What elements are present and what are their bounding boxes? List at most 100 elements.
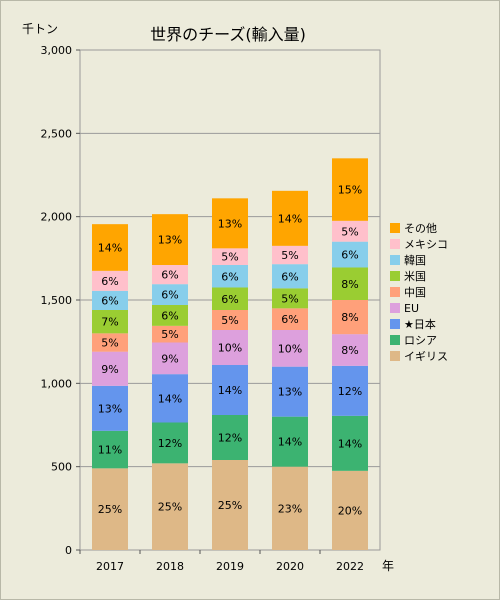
data-label: 10% [278,342,302,355]
data-label: 6% [221,270,238,283]
bar-segment [332,241,368,268]
data-label: 5% [341,225,358,238]
bar-segment [92,224,128,271]
y-axis-unit-label: 千トン [22,22,58,36]
bar-segment [332,158,368,221]
bar-segment [92,310,128,334]
bar-segment [212,198,248,249]
legend-label: イギリス [404,350,448,363]
legend-label: 米国 [404,270,426,283]
data-label: 6% [161,269,178,282]
bar-segment [92,290,128,310]
data-label: 9% [161,352,178,365]
data-label: 8% [341,344,358,357]
bar-segment [92,385,128,431]
bar-segment [92,430,128,469]
legend-swatch [390,351,400,361]
x-tick-label: 2018 [156,560,184,573]
data-label: 14% [338,437,362,450]
data-label: 12% [218,432,242,445]
bar-segment [212,287,248,310]
bar-segment [272,308,308,330]
chart-title: 世界のチーズ(輸入量) [150,25,306,44]
y-tick-label: 0 [65,544,72,557]
bar-segment [332,470,368,550]
bar-segment [92,333,128,352]
data-label: 6% [161,309,178,322]
bar-segment [332,300,368,335]
legend-label: 中国 [404,286,426,299]
legend-label: ★日本 [404,317,436,331]
data-label: 13% [218,217,242,230]
data-label: 6% [221,293,238,306]
bar-segment [332,415,368,471]
legend-label: ロシア [404,334,437,347]
data-label: 6% [101,294,118,307]
bar-segment [332,267,368,300]
bar-segment [272,245,308,265]
data-label: 6% [281,313,298,326]
x-tick-label: 2017 [96,560,124,573]
plot-area: 0 500 1,000 1,500 2,000 2,500 3,000 2017 2018 201… [41,44,381,573]
legend-swatch [390,223,400,233]
bar-segment [92,468,128,550]
legend-swatch [390,287,400,297]
legend-swatch [390,319,400,329]
data-label: 9% [101,363,118,376]
data-label: 11% [98,444,122,457]
legend-label: メキシコ [404,238,448,251]
bar-segment [152,422,188,464]
bar-segment [212,248,248,265]
data-label: 14% [218,384,242,397]
bar-segment [332,220,368,242]
data-label: 23% [278,502,302,515]
bar-segment [272,330,308,367]
x-tick-label: 2022 [336,560,364,573]
bar-segment [152,463,188,550]
bar-segment [332,334,368,366]
x-tick-label: 2019 [216,560,244,573]
bar-segment [272,466,308,550]
bar-segment [332,365,368,416]
legend-label: EU [404,302,419,315]
data-label: 5% [281,249,298,262]
data-label: 6% [161,289,178,302]
data-label: 7% [101,316,118,329]
data-label: 5% [221,251,238,264]
data-label: 5% [281,292,298,305]
bar-segment [212,365,248,415]
legend-swatch [390,239,400,249]
y-tick-label: 500 [51,461,72,474]
bar-segment [152,305,188,326]
data-label: 12% [158,437,182,450]
bar-segment [152,284,188,305]
legend-swatch [390,255,400,265]
bar-segment [152,325,188,343]
y-tick-label: 3,000 [41,44,73,57]
legend-swatch [390,271,400,281]
bar-segment [152,342,188,375]
data-label: 13% [98,402,122,415]
data-label: 6% [101,275,118,288]
y-tick-label: 1,500 [41,294,73,307]
data-label: 6% [281,270,298,283]
bar-segment [152,214,188,265]
data-label: 5% [161,328,178,341]
data-label: 8% [341,311,358,324]
y-tick-label: 2,500 [41,127,73,140]
bar-segment [152,265,188,285]
bar-segment [272,190,308,246]
data-label: 13% [278,386,302,399]
data-label: 15% [338,184,362,197]
data-label: 14% [278,436,302,449]
data-label: 14% [158,392,182,405]
data-label: 25% [98,503,122,516]
bar-segment [92,351,128,386]
bar-segment [212,460,248,550]
legend-swatch [390,335,400,345]
bar-segment [212,415,248,460]
bar-segment [272,366,308,417]
data-label: 20% [338,504,362,517]
